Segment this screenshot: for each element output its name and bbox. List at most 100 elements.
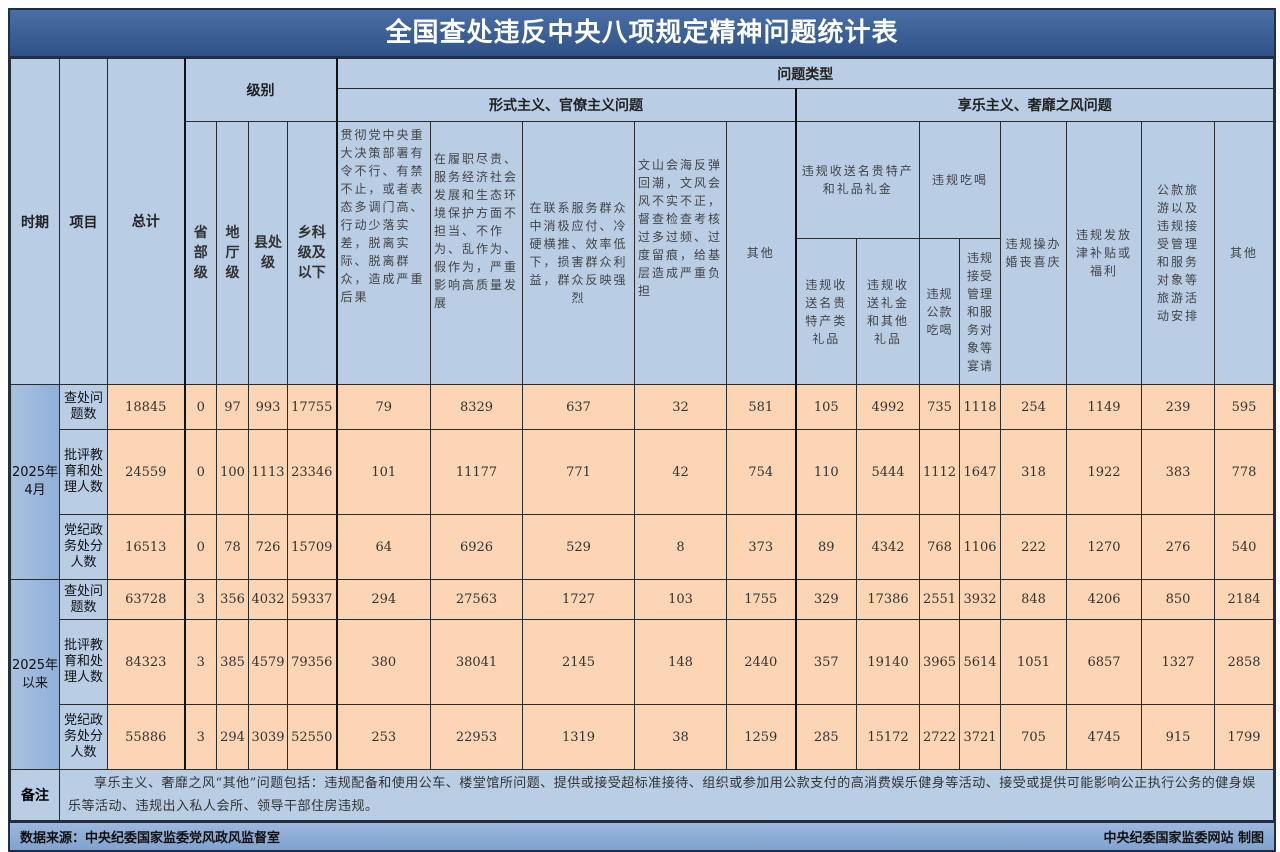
value-cell: 2858 [1213,619,1275,705]
value-cell: 4032 [248,579,288,620]
value-cell: 318 [1000,429,1067,515]
credit: 中央纪委国家监委网站 制图 [1103,831,1264,846]
item-cell: 党纪政务处分人数 [59,704,108,770]
value-cell: 915 [1141,704,1215,770]
value-cell: 0 [184,429,217,515]
header-allowances: 违规发放津补贴或福利 [1066,121,1142,385]
table-row: 2025年4月 查处问题数 18845 0 97 993 17755 79 8329 637 32 5… [10,384,1275,580]
value-cell: 2551 [919,579,960,620]
value-cell: 55886 [107,704,186,770]
header-weddings-funerals: 违规操办婚丧喜庆 [1000,121,1067,385]
header-formalism-other: 其他 [726,121,797,385]
value-cell: 540 [1213,514,1275,580]
value-cell: 726 [248,514,288,580]
value-cell: 84323 [107,619,186,705]
table-row: 党纪政务处分人数 55886 3 294 3039 52550 253 22953 1319 38… [11,704,1275,770]
value-cell: 768 [919,514,960,580]
value-cell: 2145 [522,619,635,705]
value-cell: 3 [184,619,217,705]
header-dining-public: 违规公款吃喝 [919,238,960,385]
value-cell: 1270 [1066,514,1142,580]
value-cell: 11177 [430,429,523,515]
value-cell: 357 [795,619,857,705]
header-level-province: 省部级 [184,121,217,385]
value-cell: 89 [795,514,857,580]
value-cell: 38 [634,704,727,770]
note-text: 享乐主义、奢靡之风“其他”问题包括：违规配备和使用公车、楼堂馆所问题、提供或接受… [58,769,1275,821]
value-cell: 771 [522,429,635,515]
value-cell: 595 [1213,384,1275,430]
header-level-county: 县处级 [248,121,288,385]
value-cell: 59337 [287,579,338,620]
header-level-bureau: 地厅级 [216,121,249,385]
table-row: 批评教育和处理人数 24559 0 100 1113 23346 101 11177 771 42… [11,429,1275,515]
note-label: 备注 [10,769,60,821]
value-cell: 78 [216,514,249,580]
value-cell: 63728 [107,579,186,620]
table-row: 批评教育和处理人数 84323 3 385 4579 79356 380 38041 2145 1… [11,619,1275,705]
value-cell: 778 [1213,429,1275,515]
value-cell: 42 [634,429,727,515]
value-cell: 850 [1141,579,1215,620]
value-cell: 373 [726,514,797,580]
value-cell: 100 [216,429,249,515]
value-cell: 3932 [959,579,1001,620]
value-cell: 380 [336,619,431,705]
value-cell: 1113 [248,429,288,515]
value-cell: 1112 [919,429,960,515]
value-cell: 285 [795,704,857,770]
header-gifts-cash: 违规收送礼金和其他礼品 [856,238,920,385]
header-formalism-1: 贯彻党中央重大决策部署有令不行、有禁不止，或者表态多调门高、行动少落实差，脱离实… [336,121,431,385]
value-cell: 356 [216,579,249,620]
value-cell: 0 [184,514,217,580]
value-cell: 0 [184,384,217,430]
value-cell: 3 [184,579,217,620]
item-cell: 批评教育和处理人数 [59,619,108,705]
value-cell: 529 [522,514,635,580]
value-cell: 239 [1141,384,1215,430]
item-cell: 查处问题数 [59,384,108,430]
value-cell: 23346 [287,429,338,515]
header-period: 时期 [10,58,60,385]
footer: 数据来源：中央纪委国家监委党风政风监督室 中央纪委国家监委网站 制图 [10,821,1274,850]
value-cell: 1327 [1141,619,1215,705]
value-cell: 1051 [1000,619,1067,705]
value-cell: 329 [795,579,857,620]
value-cell: 4745 [1066,704,1142,770]
header-dining-banquet: 违规接受管理和服务对象等宴请 [959,238,1001,385]
value-cell: 17755 [287,384,338,430]
table-row: 党纪政务处分人数 16513 0 78 726 15709 64 6926 529 8 373 89 4… [11,514,1275,580]
value-cell: 1755 [726,579,797,620]
value-cell: 110 [795,429,857,515]
data-source: 数据来源：中央纪委国家监委党风政风监督室 [20,831,281,846]
value-cell: 16513 [107,514,186,580]
stats-table: 时期 项目 总计 级别 问题类型 形式主义、官僚主义问题 享乐主义、奢靡之风问题… [10,58,1275,821]
header-total: 总计 [107,58,186,385]
value-cell: 3 [184,704,217,770]
header-gifts-specialty: 违规收送名贵特产类礼品 [795,238,857,385]
value-cell: 637 [522,384,635,430]
value-cell: 8 [634,514,727,580]
table-title: 全国查处违反中央八项规定精神问题统计表 [10,10,1274,58]
value-cell: 735 [919,384,960,430]
value-cell: 3039 [248,704,288,770]
value-cell: 103 [634,579,727,620]
value-cell: 383 [1141,429,1215,515]
item-cell: 党纪政务处分人数 [59,514,108,580]
value-cell: 64 [336,514,431,580]
value-cell: 1727 [522,579,635,620]
value-cell: 1647 [959,429,1001,515]
value-cell: 32 [634,384,727,430]
value-cell: 38041 [430,619,523,705]
value-cell: 97 [216,384,249,430]
header-formalism-2: 在履职尽责、服务经济社会发展和生态环境保护方面不担当、不作为、乱作为、假作为，严… [430,121,523,385]
value-cell: 1118 [959,384,1001,430]
value-cell: 6857 [1066,619,1142,705]
value-cell: 848 [1000,579,1067,620]
value-cell: 754 [726,429,797,515]
value-cell: 18845 [107,384,186,430]
value-cell: 254 [1000,384,1067,430]
value-cell: 294 [336,579,431,620]
value-cell: 105 [795,384,857,430]
value-cell: 22953 [430,704,523,770]
